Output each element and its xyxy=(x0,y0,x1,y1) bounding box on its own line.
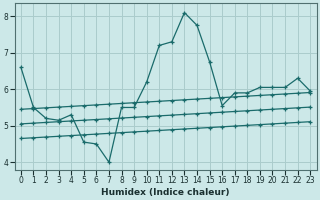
X-axis label: Humidex (Indice chaleur): Humidex (Indice chaleur) xyxy=(101,188,230,197)
